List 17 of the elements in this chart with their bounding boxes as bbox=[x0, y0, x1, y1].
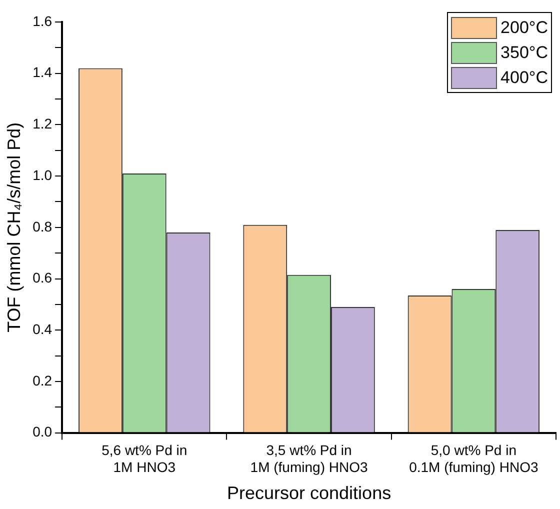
legend-label: 200°C bbox=[500, 18, 548, 38]
x-tick-label: 5,6 wt% Pd in 1M HNO3 bbox=[102, 442, 188, 475]
legend-label: 400°C bbox=[500, 68, 548, 88]
y-tick-label: 1.6 bbox=[32, 12, 52, 29]
y-tick-label: 0.8 bbox=[32, 218, 52, 234]
x-tick-label: 3,5 wt% Pd in 1M (fuming) HNO3 bbox=[250, 442, 368, 475]
y-tick-label: 0.6 bbox=[32, 270, 52, 286]
y-tick-label: 1.0 bbox=[32, 166, 52, 183]
x-axis-title: Precursor conditions bbox=[226, 483, 392, 504]
x-tick-label: 5,0 wt% Pd in 0.1M (fuming) HNO3 bbox=[409, 442, 538, 475]
y-tick-label: 0.2 bbox=[32, 372, 52, 388]
y-tick-label: 1.2 bbox=[32, 116, 52, 132]
y-tick-label: 0.4 bbox=[32, 320, 52, 337]
y-tick-label: 0.0 bbox=[32, 424, 52, 440]
y-axis-title: TOF (mmol CH₄/s/mol Pd) bbox=[4, 122, 24, 332]
legend-label: 350°C bbox=[500, 42, 548, 62]
y-tick-label: 1.4 bbox=[32, 64, 52, 80]
